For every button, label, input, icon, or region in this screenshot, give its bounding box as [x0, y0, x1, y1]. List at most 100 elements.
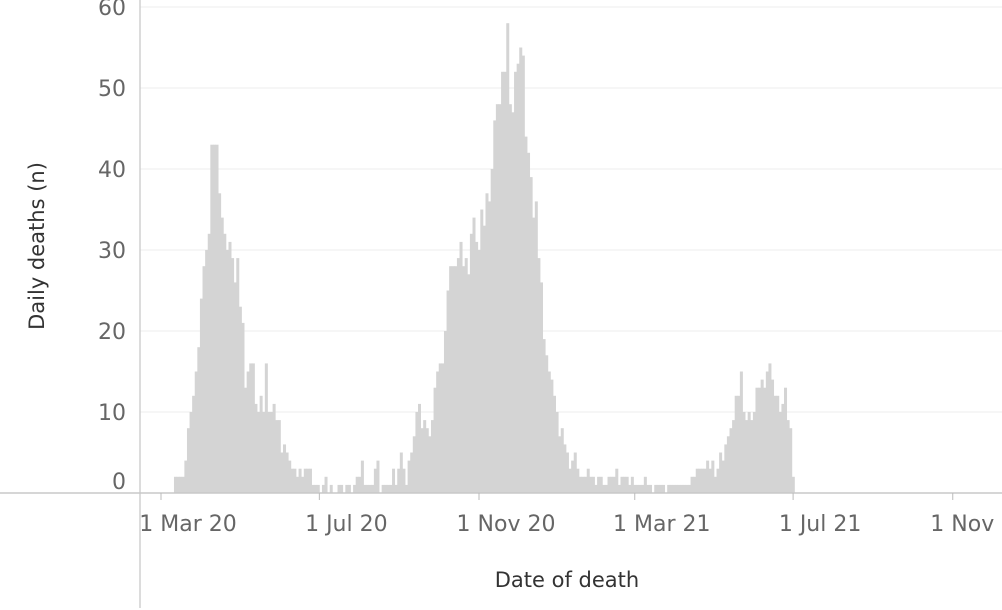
bar [490, 169, 494, 493]
bar [358, 476, 362, 493]
bar [711, 460, 715, 493]
bar [693, 476, 697, 493]
bar [558, 436, 562, 493]
bar [272, 403, 276, 493]
bar [607, 476, 611, 493]
bar [516, 63, 520, 493]
bar [451, 266, 455, 493]
bar [750, 420, 754, 493]
bar [771, 379, 775, 493]
bar [560, 428, 564, 493]
bar [542, 339, 546, 493]
bar [604, 484, 608, 493]
bar [301, 476, 305, 493]
y-tick-label: 10 [98, 401, 126, 426]
bar [776, 395, 780, 493]
bar [519, 47, 523, 493]
bar [594, 484, 598, 493]
bar [654, 484, 658, 493]
bar [368, 484, 372, 493]
bar [238, 306, 242, 493]
bar [737, 395, 741, 493]
bar [623, 476, 627, 493]
bar [649, 484, 653, 493]
bar [223, 233, 227, 494]
bar [488, 201, 492, 493]
bar [241, 322, 245, 493]
bar [602, 484, 606, 493]
bar [433, 387, 437, 493]
bar [719, 452, 723, 493]
bar [220, 217, 224, 493]
bar [316, 484, 320, 493]
bar [636, 484, 640, 493]
y-tick-label: 20 [98, 320, 126, 345]
bar [537, 258, 541, 493]
bar [280, 452, 284, 493]
bar [477, 250, 481, 493]
bar [646, 484, 650, 493]
bar [459, 241, 463, 493]
bar [768, 363, 772, 493]
bar [293, 468, 297, 493]
bar [700, 468, 704, 493]
bar [373, 468, 377, 493]
y-tick-labels: 0 10 20 30 40 50 60 [98, 0, 126, 495]
bar [428, 436, 432, 493]
bar [758, 387, 762, 493]
bar [192, 395, 196, 493]
bar [311, 484, 315, 493]
bar [355, 476, 359, 493]
bar [173, 476, 177, 493]
bar [713, 476, 717, 493]
bar [540, 282, 543, 493]
bar [392, 468, 396, 493]
bar [389, 484, 393, 493]
bar [290, 468, 294, 493]
bar [789, 428, 793, 493]
bar [267, 412, 271, 493]
bar [633, 484, 637, 493]
bar [259, 395, 263, 493]
bar [410, 452, 414, 493]
bar [625, 476, 629, 493]
bar [527, 152, 531, 494]
bar [524, 136, 528, 493]
bar [674, 484, 678, 493]
bar [547, 371, 551, 493]
bar [716, 468, 720, 493]
bar [438, 363, 442, 493]
bar [591, 476, 595, 493]
bar [482, 225, 486, 493]
bar [555, 412, 559, 493]
bar [244, 387, 248, 493]
bar [641, 484, 645, 493]
bar [638, 484, 642, 493]
bar [514, 71, 518, 494]
bar [189, 412, 193, 493]
bar [615, 468, 619, 493]
x-tick-label: 1 Jul 20 [305, 512, 388, 537]
bar [726, 436, 730, 493]
bar [225, 250, 229, 493]
x-tick-label: 1 Mar 21 [613, 512, 711, 537]
bar [366, 484, 370, 493]
bar [685, 484, 689, 493]
bar [215, 144, 219, 493]
bar [402, 468, 406, 493]
bar [202, 266, 206, 493]
bar [194, 371, 198, 493]
bar [586, 468, 590, 493]
bar [732, 420, 736, 493]
bar [617, 484, 621, 493]
bar [397, 468, 401, 493]
bar [778, 412, 782, 493]
bar [550, 379, 554, 493]
bar [703, 468, 707, 493]
bar [306, 468, 310, 493]
bar [430, 420, 434, 493]
bar [597, 476, 601, 493]
bar [677, 484, 681, 493]
bar [669, 484, 673, 493]
bar [236, 258, 240, 493]
